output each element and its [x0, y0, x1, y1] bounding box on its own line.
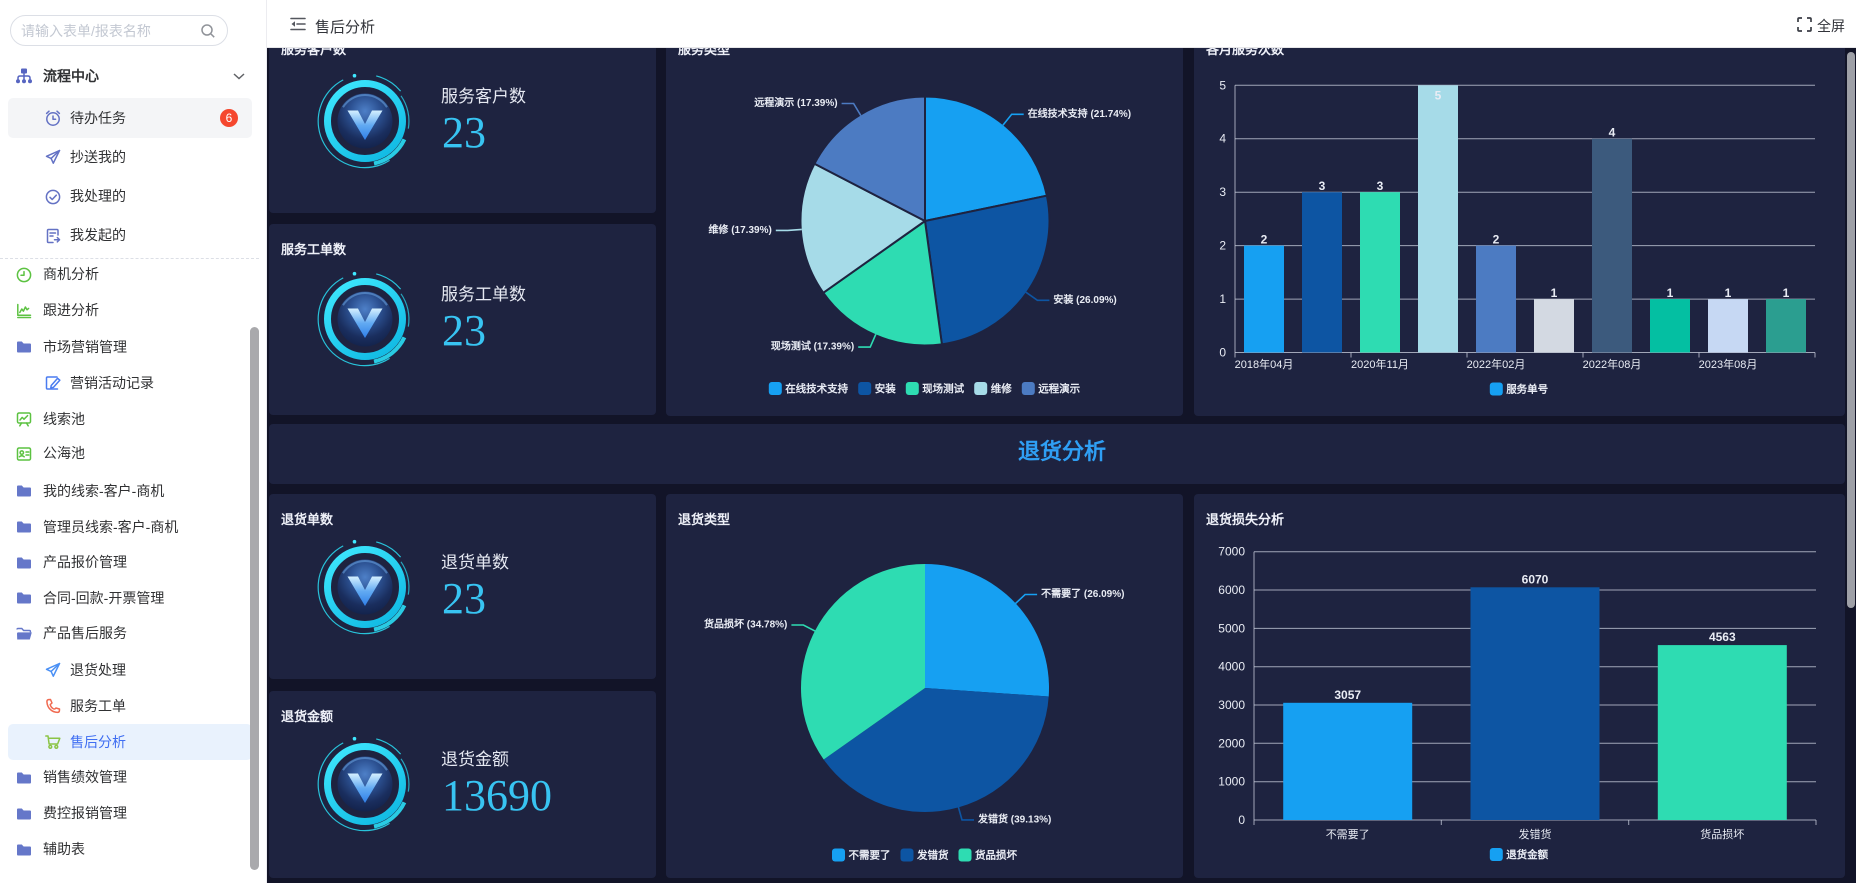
svg-text:货品损坏 (34.78%): 货品损坏 (34.78%)	[704, 618, 787, 631]
svg-text:1: 1	[1783, 286, 1790, 300]
svg-text:5: 5	[1219, 78, 1226, 92]
svg-text:货品损坏: 货品损坏	[1700, 827, 1744, 841]
svg-text:现场测试 (17.39%): 现场测试 (17.39%)	[771, 340, 854, 353]
svg-text:维修: 维修	[991, 382, 1012, 395]
svg-text:2020年11月: 2020年11月	[1351, 357, 1409, 371]
svg-text:0: 0	[1238, 813, 1245, 827]
svg-text:6070: 6070	[1522, 572, 1549, 586]
svg-text:远程演示: 远程演示	[1038, 382, 1081, 395]
svg-text:4000: 4000	[1218, 660, 1245, 674]
svg-text:1: 1	[1725, 286, 1732, 300]
svg-text:6000: 6000	[1218, 583, 1245, 597]
svg-text:退货金额: 退货金额	[1506, 848, 1549, 861]
svg-text:4: 4	[1609, 126, 1616, 140]
svg-text:不需要了: 不需要了	[1326, 828, 1370, 841]
svg-text:在线技术支持: 在线技术支持	[785, 382, 848, 395]
svg-text:1: 1	[1551, 286, 1558, 300]
svg-text:维修 (17.39%): 维修 (17.39%)	[708, 223, 771, 236]
svg-text:1000: 1000	[1218, 775, 1245, 789]
svg-text:5000: 5000	[1218, 621, 1245, 635]
svg-text:远程演示 (17.39%): 远程演示 (17.39%)	[754, 96, 837, 109]
svg-text:2022年02月: 2022年02月	[1467, 357, 1526, 371]
svg-text:2: 2	[1219, 239, 1226, 253]
svg-text:2: 2	[1261, 233, 1268, 247]
svg-text:不需要了: 不需要了	[849, 850, 891, 862]
svg-text:7000: 7000	[1218, 545, 1245, 559]
svg-text:在线技术支持 (21.74%): 在线技术支持 (21.74%)	[1028, 107, 1131, 120]
svg-text:4563: 4563	[1709, 630, 1736, 644]
svg-text:3000: 3000	[1218, 698, 1245, 712]
svg-text:2: 2	[1493, 233, 1500, 247]
svg-text:2000: 2000	[1218, 736, 1245, 750]
svg-text:发错货: 发错货	[1519, 827, 1552, 841]
svg-text:安装: 安装	[875, 382, 896, 395]
svg-text:不需要了 (26.09%): 不需要了 (26.09%)	[1041, 588, 1124, 600]
svg-text:服务单号: 服务单号	[1506, 383, 1548, 396]
svg-text:0: 0	[1219, 346, 1226, 360]
svg-text:发错货 (39.13%): 发错货 (39.13%)	[977, 812, 1051, 825]
svg-text:货品损坏: 货品损坏	[974, 849, 1017, 862]
svg-text:3: 3	[1219, 185, 1226, 199]
svg-text:1: 1	[1667, 286, 1674, 300]
svg-text:3: 3	[1319, 179, 1326, 193]
svg-text:3: 3	[1377, 179, 1384, 193]
svg-text:2023年08月: 2023年08月	[1699, 357, 1758, 371]
svg-text:2018年04月: 2018年04月	[1235, 357, 1294, 371]
svg-text:3057: 3057	[1334, 688, 1361, 702]
svg-text:5: 5	[1435, 88, 1442, 102]
svg-text:安装 (26.09%): 安装 (26.09%)	[1053, 293, 1116, 306]
svg-text:4: 4	[1219, 132, 1226, 146]
svg-text:发错货: 发错货	[916, 849, 949, 862]
svg-text:1: 1	[1219, 292, 1226, 306]
svg-text:2022年08月: 2022年08月	[1583, 357, 1642, 371]
svg-text:现场测试: 现场测试	[922, 382, 964, 395]
